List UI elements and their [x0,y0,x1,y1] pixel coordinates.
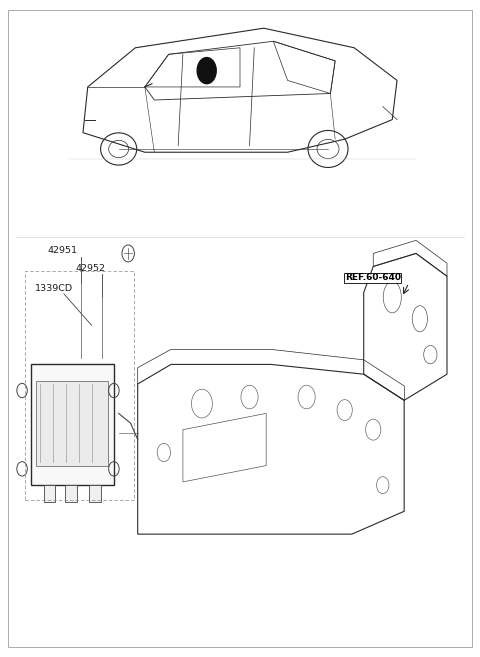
Circle shape [197,58,216,83]
Text: 42951: 42951 [48,246,77,256]
Bar [65,485,77,502]
Bar [36,380,108,466]
Bar [44,485,55,502]
Text: 42952: 42952 [76,264,106,273]
Bar [25,271,134,499]
Bar [89,485,101,502]
Bar [31,365,114,485]
Text: 1339CD: 1339CD [35,284,72,292]
Text: REF.60-640: REF.60-640 [345,273,401,282]
